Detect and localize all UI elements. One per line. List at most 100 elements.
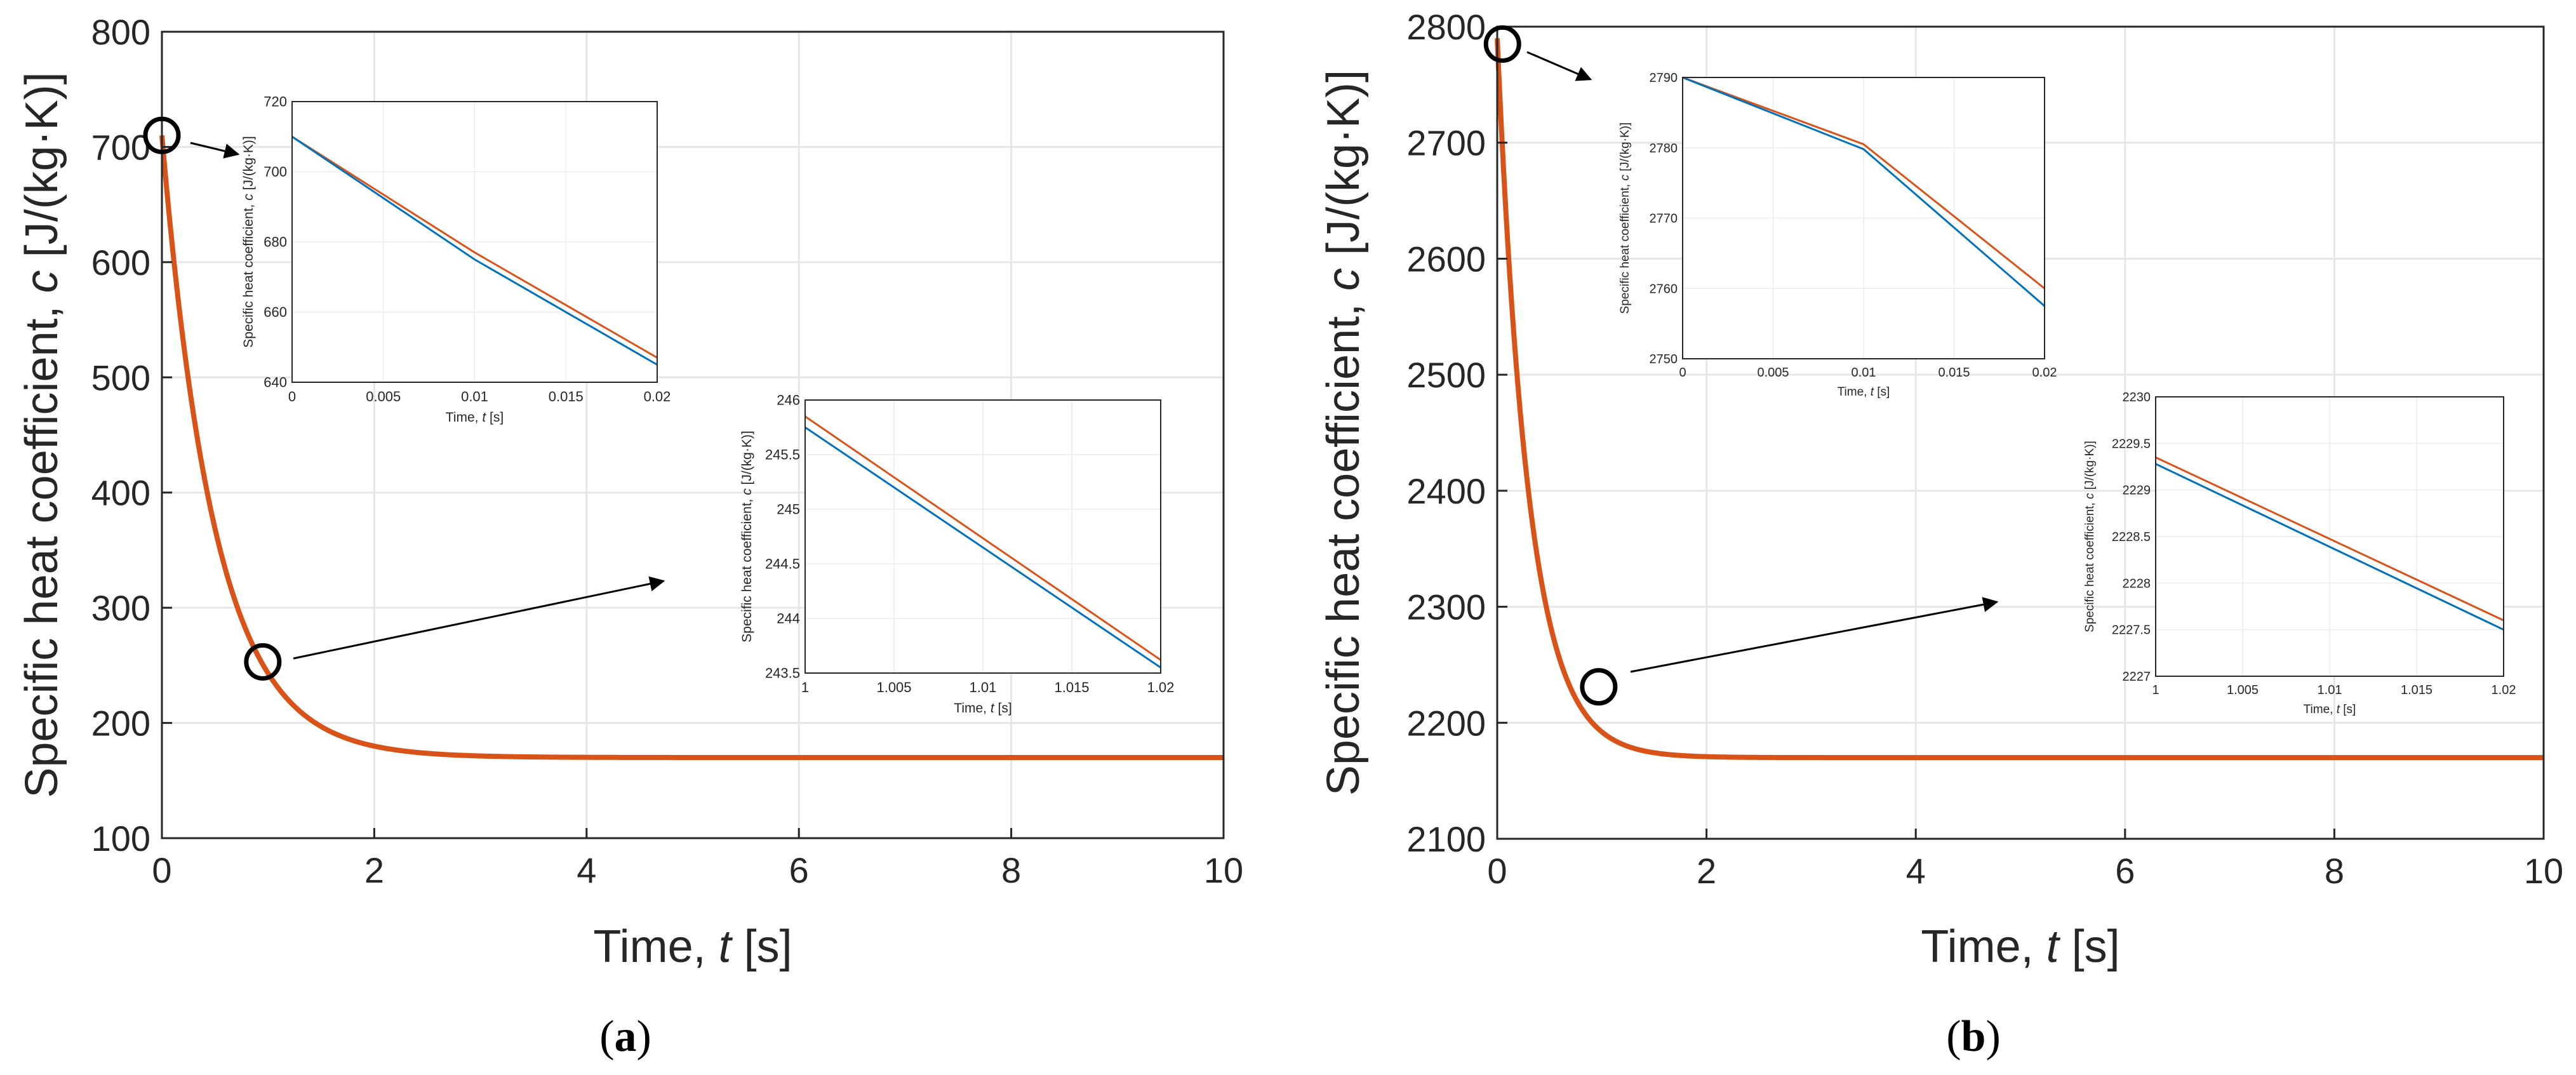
x-tick-label: 2 xyxy=(364,850,384,890)
inset-x-tick-label: 0.005 xyxy=(366,389,401,404)
inset-x-tick-label: 1 xyxy=(801,679,809,695)
inset-y-tick-label: 2229 xyxy=(2123,484,2151,498)
inset-y-axis-label-symbol: c xyxy=(1618,175,1632,181)
highlight-marker xyxy=(244,643,282,681)
y-tick-label: 2700 xyxy=(1406,123,1486,163)
inset-y-tick-label: 660 xyxy=(264,304,287,320)
x-tick-label: 10 xyxy=(2524,851,2563,891)
x-axis-label-prefix: Time, xyxy=(593,921,718,972)
inset-frame xyxy=(2155,396,2504,677)
caption-open: ( xyxy=(599,1012,614,1061)
y-tick-label: 800 xyxy=(91,12,150,52)
y-tick-label: 2800 xyxy=(1406,7,1486,47)
inset-x-axis-label-suffix: [s] xyxy=(994,701,1012,716)
inset-x-tick-label: 0 xyxy=(1679,366,1686,380)
x-tick-label: 4 xyxy=(1906,851,1926,891)
inset-y-axis-label-prefix: Specific heat coefficient, xyxy=(241,201,256,348)
inset-x-tick-label: 1.015 xyxy=(1054,679,1089,695)
inset-x-axis-label: Time, t [s] xyxy=(446,410,504,425)
inset-x-axis-label: Time, t [s] xyxy=(2304,703,2356,716)
x-axis-label-prefix: Time, xyxy=(1921,921,2046,972)
y-axis-label-prefix: Specific heat coefficient, xyxy=(1318,291,1369,796)
highlight-marker xyxy=(1483,25,1521,63)
x-tick-label: 2 xyxy=(1697,851,1716,891)
inset-frame xyxy=(291,101,658,383)
y-axis-label: Specific heat coefficient, c [J/(kg·K)] xyxy=(17,72,67,798)
inset-2: 1 1.005 1.01 1.015 1.02 243.5 244 244.5 245 245.5… xyxy=(740,392,1174,716)
inset-x-tick-label: 0.01 xyxy=(461,389,488,404)
y-axis-label-suffix: [J/(kg·K)] xyxy=(17,72,67,270)
inset-2: 1 1.005 1.01 1.015 1.02 2227 2227.5 2228 2228.5 2… xyxy=(2083,391,2516,716)
caption-close: ) xyxy=(1985,1012,2000,1061)
x-tick-label: 6 xyxy=(2115,851,2135,891)
inset-y-tick-label: 2230 xyxy=(2123,391,2151,404)
inset-x-tick-label: 0.02 xyxy=(2032,366,2057,380)
zoom-arrow xyxy=(1526,51,1592,81)
x-tick-label: 0 xyxy=(152,850,171,890)
x-axis-label-symbol: t xyxy=(2046,921,2061,972)
inset-y-axis-label: Specific heat coefficient, c [J/(kg·K)] xyxy=(1618,123,1632,314)
inset-x-tick-label: 0.015 xyxy=(1938,366,1970,380)
inset-1: 0 0.005 0.01 0.015 0.02 2750 2760 2770 2780 2790 T… xyxy=(1618,71,2057,399)
inset-y-tick-label: 244 xyxy=(777,611,800,627)
inset-x-tick-label: 0.005 xyxy=(1757,366,1789,380)
main-curve xyxy=(159,135,1224,760)
zoom-arrow xyxy=(190,142,240,159)
inset-series-blue xyxy=(291,136,658,366)
inset-y-axis-label-suffix: [J/(kg·K)] xyxy=(1618,123,1632,175)
x-axis-label-suffix: [s] xyxy=(731,921,792,972)
inset-series-blue xyxy=(804,426,1161,669)
x-tick-label: 0 xyxy=(1487,851,1507,891)
inset-x-tick-label: 0.02 xyxy=(644,389,671,404)
x-tick-label: 6 xyxy=(789,850,809,890)
axes-frame xyxy=(161,30,1225,839)
x-axis-label-suffix: [s] xyxy=(2059,921,2120,972)
inset-x-tick-label: 0 xyxy=(288,389,296,404)
inset-x-tick-label: 1.01 xyxy=(2318,683,2342,697)
highlight-marker xyxy=(143,116,181,154)
inset-series-orange xyxy=(2155,456,2504,622)
inset-y-axis-label-prefix: Specific heat coefficient, xyxy=(740,495,754,643)
highlight-marker xyxy=(1580,668,1618,706)
y-axis-label-prefix: Specific heat coefficient, xyxy=(17,293,67,798)
y-tick-label: 400 xyxy=(91,473,150,513)
panel-a: 0 2 4 6 8 10100200300400500600700800Specific … xyxy=(17,12,1243,1061)
inset-x-tick-label: 1.005 xyxy=(2227,683,2259,697)
inset-x-axis-label-symbol: t xyxy=(1871,385,1874,399)
y-tick-label: 2200 xyxy=(1406,703,1486,743)
inset-x-tick-label: 1.02 xyxy=(2492,683,2516,697)
zoom-arrow xyxy=(1630,597,1999,673)
y-tick-label: 2300 xyxy=(1406,587,1486,627)
inset-y-tick-label: 2228 xyxy=(2123,577,2151,591)
inset-x-tick-label: 1.005 xyxy=(876,679,911,695)
inset-x-axis-label-suffix: [s] xyxy=(486,410,504,425)
inset-series-orange xyxy=(804,415,1161,661)
inset-x-tick-label: 0.015 xyxy=(549,389,584,404)
inset-y-axis-label-symbol: c xyxy=(241,194,256,201)
panel-caption: (a) xyxy=(599,1012,651,1061)
x-axis-label-symbol: t xyxy=(719,921,733,972)
inset-x-axis-label-symbol: t xyxy=(482,410,486,425)
inset-y-axis-label: Specific heat coefficient, c [J/(kg·K)] xyxy=(740,431,754,642)
inset-y-axis-label-prefix: Specific heat coefficient, xyxy=(2083,499,2097,632)
inset-y-tick-label: 2790 xyxy=(1650,71,1678,85)
inset-1: 0 0.005 0.01 0.015 0.02 640 660 680 700 720 Time, … xyxy=(241,94,671,425)
inset-y-tick-label: 244.5 xyxy=(765,556,800,572)
y-tick-label: 200 xyxy=(91,704,150,744)
x-tick-label: 4 xyxy=(577,850,596,890)
inset-y-tick-label: 720 xyxy=(264,94,287,110)
y-tick-label: 700 xyxy=(91,127,150,167)
inset-x-axis-label-prefix: Time, xyxy=(2304,703,2337,716)
inset-y-axis-label-symbol: c xyxy=(740,488,754,495)
inset-y-axis-label-prefix: Specific heat coefficient, xyxy=(1618,181,1632,314)
y-tick-label: 500 xyxy=(91,357,150,397)
inset-y-tick-label: 245.5 xyxy=(765,447,800,463)
y-tick-label: 2400 xyxy=(1406,471,1486,511)
inset-series-blue xyxy=(1682,76,2045,307)
inset-x-axis-label-symbol: t xyxy=(991,701,995,716)
inset-x-tick-label: 0.01 xyxy=(1852,366,1876,380)
caption-letter: a xyxy=(615,1012,637,1061)
inset-y-axis-label-suffix: [J/(kg·K)] xyxy=(2083,441,2097,493)
inset-y-axis-label-suffix: [J/(kg·K)] xyxy=(241,136,256,194)
inset-x-axis-label-prefix: Time, xyxy=(446,410,483,425)
